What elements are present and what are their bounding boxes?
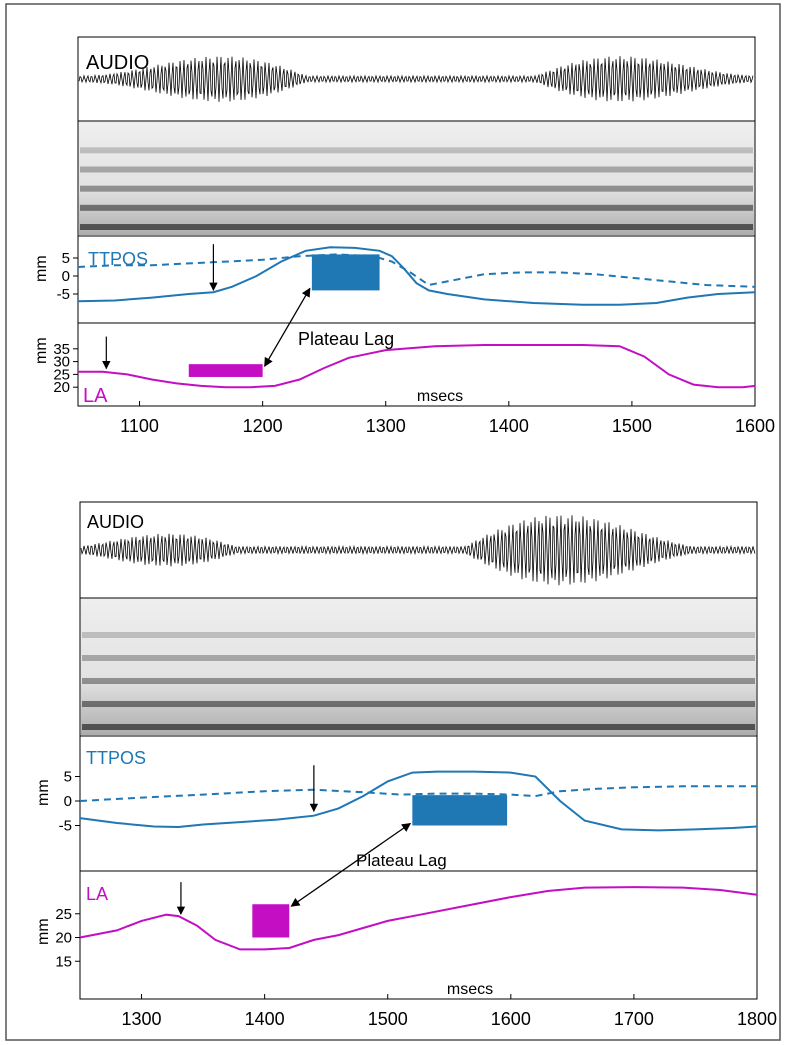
xtick-label: 1100 (120, 416, 159, 436)
audio-waveform (78, 56, 754, 102)
ttpos-solid-line (77, 246, 756, 306)
ttpos-ylabel: mm (33, 255, 50, 282)
ttpos-panel (77, 235, 756, 324)
spectrogram (79, 122, 754, 235)
ttpos-dashed-line (77, 253, 756, 288)
xaxis-label: msecs (447, 981, 493, 998)
audio-waveform (80, 515, 756, 586)
plateau-lag-arrow (290, 822, 412, 907)
la-label: LA (83, 385, 108, 407)
la-plateau-box (188, 364, 263, 377)
xaxis-label: msecs (417, 388, 463, 405)
ttpos-label: TTPOS (86, 748, 146, 768)
ttpos-label: TTPOS (88, 249, 148, 269)
ttpos-ytick-label: 0 (64, 793, 72, 810)
plateau-lag-label: Plateau Lag (298, 329, 394, 349)
la-ytick-label: 25 (53, 366, 70, 383)
ttpos-plateau-box (311, 254, 380, 291)
la-label: LA (86, 884, 108, 904)
ttpos-solid-line (79, 770, 758, 832)
la-ytick-label: 15 (55, 953, 72, 970)
xtick-label: 1300 (366, 416, 406, 436)
xtick-label: 1600 (735, 416, 775, 436)
bottom-figure: AUDIO 5 0 -5 TTPOS mm 25 20 15 LA mm msecs 1… (35, 501, 777, 1029)
audio-label: AUDIO (87, 512, 144, 532)
la-panel (79, 870, 758, 1000)
xtick-label: 1400 (489, 416, 529, 436)
x-axis: 1100 1200 1300 1400 1500 1600 (120, 401, 775, 436)
audio-label: AUDIO (86, 52, 149, 74)
xtick-label: 1500 (612, 416, 652, 436)
ttpos-ylabel: mm (35, 779, 52, 806)
plateau-lag-label: Plateau Lag (356, 851, 447, 870)
spectrogram (81, 599, 756, 735)
la-plateau-box (252, 904, 290, 938)
la-line (79, 886, 758, 951)
ttpos-ytick-label: -5 (59, 818, 72, 835)
plateau-lag-arrow (264, 287, 311, 367)
xtick-label: 1200 (243, 416, 283, 436)
la-ytick-label: 20 (55, 930, 72, 947)
outer-border (5, 3, 781, 1041)
ttpos-ytick-label: 0 (62, 268, 70, 285)
xtick-label: 1400 (245, 1009, 285, 1029)
ttpos-ytick-label: 5 (64, 769, 72, 786)
la-panel (77, 322, 756, 407)
xtick-label: 1600 (491, 1009, 531, 1029)
plateau-lag-annotation: Plateau Lag (290, 822, 447, 907)
ttpos-ytick-label: 5 (62, 250, 70, 267)
la-plot: 25 20 15 (55, 882, 758, 970)
plateau-lag-annotation: Plateau Lag (264, 287, 394, 367)
la-ylabel: mm (33, 337, 50, 364)
ttpos-plateau-box (412, 795, 508, 826)
ttpos-ytick-label: -5 (57, 286, 70, 303)
la-ytick-label: 20 (53, 379, 70, 396)
la-ytick-label: 25 (55, 906, 72, 923)
xtick-label: 1300 (122, 1009, 162, 1029)
la-ytick-label: 35 (53, 341, 70, 358)
ttpos-plot: 5 0 -5 (59, 765, 758, 835)
la-ylabel: mm (35, 918, 52, 945)
xtick-label: 1500 (368, 1009, 408, 1029)
xtick-label: 1700 (614, 1009, 654, 1029)
ttpos-plot: 50-5 (57, 244, 756, 306)
x-axis: 1300 1400 1500 1600 1700 1800 (122, 994, 777, 1029)
la-ytick-label: 30 (53, 354, 70, 371)
la-line (78, 344, 756, 389)
audio-panel (77, 36, 756, 122)
xtick-label: 1800 (737, 1009, 777, 1029)
audio-panel (79, 501, 758, 599)
